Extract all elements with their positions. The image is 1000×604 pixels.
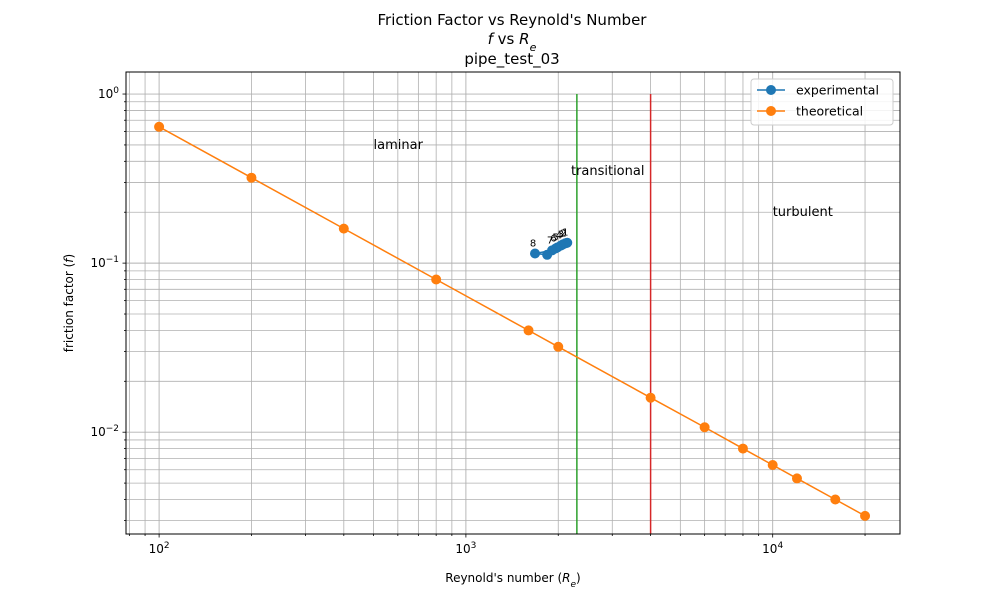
point-label: 5	[552, 232, 558, 243]
point-label: 8	[530, 238, 536, 249]
data-point-theoretical	[246, 172, 257, 183]
data-point-theoretical	[767, 459, 778, 470]
legend-label-experimental: experimental	[796, 83, 879, 98]
data-point-theoretical	[523, 325, 534, 336]
point-label: 6	[550, 234, 556, 245]
y-tick-label: 100	[98, 86, 119, 101]
x-axis-label: Reynold's number (Re)	[445, 571, 580, 590]
legend-marker-theoretical	[766, 106, 776, 116]
data-point-theoretical	[553, 341, 564, 352]
annotation-transitional: transitional	[571, 164, 645, 179]
x-tick-label: 104	[762, 541, 783, 556]
data-point-experimental	[542, 249, 553, 260]
annotation-turbulent: turbulent	[773, 205, 833, 220]
data-point-theoretical	[737, 443, 748, 454]
series-theoretical	[154, 121, 871, 521]
data-point-theoretical	[830, 494, 841, 505]
data-point-experimental	[530, 248, 541, 259]
data-point-theoretical	[431, 274, 442, 285]
x-tick-label: 102	[149, 541, 170, 556]
point-label: 2	[560, 228, 566, 239]
region-annotations: laminar transitional turbulent	[374, 138, 833, 220]
point-label: 3	[558, 229, 564, 240]
region-boundaries	[576, 94, 652, 534]
y-tick-label: 10−2	[90, 424, 119, 439]
point-label: 4	[556, 231, 562, 242]
legend: experimental theoretical	[750, 78, 894, 126]
chart-title-line-3: pipe_test_03	[464, 50, 559, 69]
y-axis-label: friction factor (f)	[62, 254, 76, 352]
axis-ticks: 102 103 104 10−2 10−1 100	[90, 86, 866, 556]
data-point-theoretical	[791, 473, 802, 484]
legend-label-theoretical: theoretical	[796, 104, 863, 119]
data-point-theoretical	[860, 510, 871, 521]
data-point-theoretical	[645, 392, 656, 403]
data-point-theoretical	[699, 422, 710, 433]
point-label: 7	[547, 235, 553, 246]
legend-frame	[750, 78, 894, 126]
chart-title-line-2: f vs Re	[488, 30, 537, 54]
x-tick-label: 103	[455, 541, 476, 556]
data-point-theoretical	[154, 121, 165, 132]
annotation-laminar: laminar	[374, 138, 424, 153]
legend-marker-experimental	[766, 85, 776, 95]
data-point-theoretical	[338, 223, 349, 234]
point-label: 1	[562, 228, 568, 239]
plot-frame	[125, 71, 901, 535]
chart-title-line-1: Friction Factor vs Reynold's Number	[378, 11, 648, 29]
y-tick-label: 10−1	[90, 255, 119, 270]
